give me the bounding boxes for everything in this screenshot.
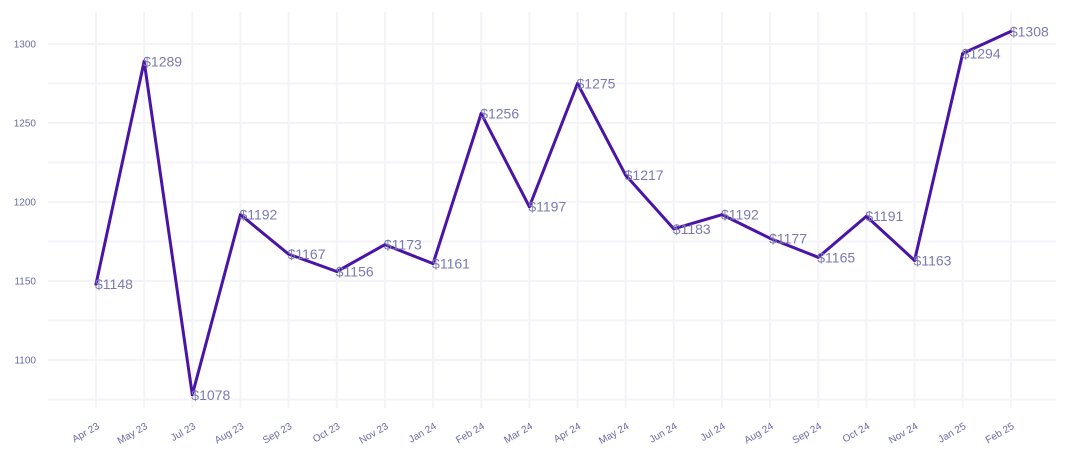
y-tick-label: 1150 <box>14 277 36 288</box>
data-point <box>624 173 628 177</box>
x-tick-label: Jan 24 <box>407 421 439 446</box>
data-point <box>383 243 387 247</box>
data-label: $1078 <box>191 387 230 403</box>
data-point <box>190 393 194 397</box>
data-label: $1191 <box>865 208 903 224</box>
y-tick-label: 1200 <box>14 198 37 209</box>
data-label: $1197 <box>528 199 566 215</box>
x-tick-label: Apr 23 <box>70 421 101 445</box>
series-line <box>94 29 1013 397</box>
x-tick-label: Jun 24 <box>648 421 680 446</box>
x-tick-label: May 24 <box>597 421 631 447</box>
x-tick-label: May 23 <box>116 421 150 447</box>
data-label: $1163 <box>914 252 952 268</box>
data-label: $1308 <box>1010 23 1049 39</box>
data-point <box>576 82 579 85</box>
data-label: $1173 <box>384 237 422 253</box>
data-point <box>238 213 242 217</box>
data-point <box>479 112 483 116</box>
x-tick-label: Oct 23 <box>311 421 342 445</box>
x-tick-label: Sep 23 <box>261 421 294 447</box>
data-label: $1183 <box>673 221 711 237</box>
x-tick-label: Jul 23 <box>169 421 198 444</box>
x-tick-label: Jul 24 <box>699 421 728 444</box>
data-point <box>431 262 435 266</box>
data-label: $1165 <box>817 249 855 265</box>
data-label: $1148 <box>95 276 133 292</box>
data-point <box>816 255 820 259</box>
data-point <box>961 51 965 55</box>
data-label: $1167 <box>288 246 326 262</box>
x-tick-label: Jan 25 <box>937 421 969 446</box>
data-point <box>287 252 291 256</box>
x-tick-label: Oct 24 <box>841 421 872 445</box>
x-tick-label: Feb 24 <box>454 421 487 446</box>
x-tick-label: Mar 24 <box>502 421 535 446</box>
data-point <box>864 214 868 218</box>
x-tick-label: Sep 24 <box>791 421 824 447</box>
data-label: $1289 <box>143 53 182 69</box>
x-tick-label: Aug 24 <box>743 421 776 447</box>
data-point <box>527 205 531 209</box>
data-label: $1256 <box>480 106 519 122</box>
data-label: $1161 <box>432 256 470 272</box>
y-tick-label: 1300 <box>14 40 37 51</box>
data-point <box>335 270 339 274</box>
data-label: $1192 <box>721 207 759 223</box>
data-point <box>1009 29 1013 33</box>
x-tick-label: Feb 25 <box>984 421 1017 446</box>
series-layer <box>94 29 1013 397</box>
data-point <box>913 258 917 262</box>
data-point <box>768 236 772 240</box>
x-tick-label: Apr 24 <box>552 421 583 445</box>
y-tick-label: 1100 <box>14 356 36 367</box>
data-label: $1217 <box>625 167 664 183</box>
data-label: $1275 <box>577 76 616 92</box>
data-label: $1177 <box>769 230 807 246</box>
data-point <box>142 59 146 63</box>
label-layer: $1148 $1289 $1078 $1192 $1167 $1156 $1173 $1161… <box>95 23 1049 402</box>
data-point <box>672 227 676 231</box>
grid-layer <box>48 12 1056 408</box>
data-label: $1294 <box>962 45 1001 61</box>
x-tick-label: Nov 23 <box>357 421 390 447</box>
data-label: $1156 <box>336 264 374 280</box>
y-tick-label: 1250 <box>14 119 37 130</box>
x-tick-label: Nov 24 <box>887 421 920 447</box>
x-tick-label: Aug 23 <box>213 421 246 447</box>
data-point <box>94 282 98 286</box>
data-label: $1192 <box>239 207 277 223</box>
data-point <box>720 213 724 217</box>
